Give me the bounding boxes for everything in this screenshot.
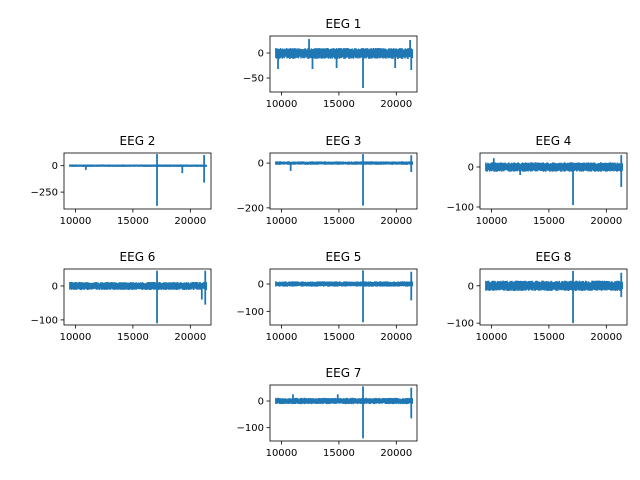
axes-frame	[63, 152, 212, 210]
panel-eeg-1: EEG 1 10000 15000 20000 0 −50	[243, 17, 418, 110]
panel-title: EEG 8	[536, 250, 572, 264]
y-tick-label: 0	[258, 397, 264, 408]
x-tick-label: 20000	[380, 99, 412, 110]
y-tick-label: −100	[447, 203, 474, 214]
y-tick-label: −250	[31, 188, 58, 199]
signal-trace	[69, 154, 208, 206]
panel-eeg-6: EEG 6 10000 15000 20000 0 −100	[31, 250, 212, 343]
y-tick-label: −200	[237, 203, 264, 214]
x-tick-label: 15000	[323, 99, 355, 110]
signal-trace	[485, 155, 624, 205]
panel-eeg-7: EEG 7 10000 15000 20000 0 −100	[237, 366, 418, 459]
x-tick-label: 10000	[60, 216, 92, 227]
signal-trace	[275, 270, 414, 323]
signal-trace	[485, 270, 624, 324]
y-tick-label: 0	[468, 281, 474, 292]
x-tick-label: 15000	[323, 216, 355, 227]
signal-trace	[69, 270, 208, 324]
panel-title: EEG 4	[536, 134, 572, 148]
axes-frame	[63, 268, 212, 326]
panel-title: EEG 2	[120, 134, 156, 148]
y-tick-label: −100	[447, 319, 474, 330]
signal-trace	[275, 39, 414, 88]
y-tick-label: −100	[31, 315, 58, 326]
panel-title: EEG 6	[120, 250, 156, 264]
x-tick-label: 20000	[380, 448, 412, 459]
x-tick-label: 20000	[380, 216, 412, 227]
x-tick-label: 15000	[323, 332, 355, 343]
x-tick-label: 10000	[266, 216, 298, 227]
axes-frame	[269, 35, 418, 93]
x-tick-label: 10000	[60, 332, 92, 343]
axes-frame	[269, 268, 418, 326]
x-tick-label: 20000	[174, 216, 206, 227]
x-tick-label: 10000	[476, 332, 508, 343]
y-tick-label: 0	[258, 159, 264, 170]
panel-eeg-4: EEG 4 10000 15000 20000 0 −100	[447, 134, 628, 227]
x-tick-label: 20000	[590, 216, 622, 227]
y-tick-label: 0	[258, 280, 264, 291]
x-tick-label: 15000	[533, 332, 565, 343]
x-tick-label: 20000	[590, 332, 622, 343]
x-tick-label: 15000	[533, 216, 565, 227]
x-tick-label: 10000	[266, 448, 298, 459]
signal-trace	[275, 154, 414, 206]
panel-eeg-2: EEG 2 10000 15000 20000 0 −250	[31, 134, 212, 227]
y-tick-label: −100	[237, 423, 264, 434]
axes-frame	[269, 384, 418, 442]
y-tick-label: 0	[52, 161, 58, 172]
x-tick-label: 15000	[117, 216, 149, 227]
signal-trace	[275, 386, 414, 439]
y-tick-label: 0	[468, 163, 474, 174]
panel-title: EEG 5	[326, 250, 362, 264]
x-tick-label: 10000	[476, 216, 508, 227]
panel-title: EEG 7	[326, 366, 362, 380]
y-tick-label: 0	[258, 49, 264, 60]
axes-frame	[269, 152, 418, 210]
y-tick-label: −100	[237, 307, 264, 318]
x-tick-label: 15000	[323, 448, 355, 459]
axes-frame	[479, 268, 628, 326]
panel-title: EEG 1	[326, 17, 362, 31]
y-tick-label: −50	[243, 74, 264, 85]
axes-frame	[479, 152, 628, 210]
x-tick-label: 10000	[266, 99, 298, 110]
x-tick-label: 20000	[174, 332, 206, 343]
x-tick-label: 20000	[380, 332, 412, 343]
panel-eeg-5: EEG 5 10000 15000 20000 0 −100	[237, 250, 418, 343]
y-tick-label: 0	[52, 281, 58, 292]
x-tick-label: 10000	[266, 332, 298, 343]
panel-eeg-3: EEG 3 10000 15000 20000 0 −200	[237, 134, 418, 227]
panel-title: EEG 3	[326, 134, 362, 148]
x-tick-label: 15000	[117, 332, 149, 343]
panel-eeg-8: EEG 8 10000 15000 20000 0 −100	[447, 250, 628, 343]
